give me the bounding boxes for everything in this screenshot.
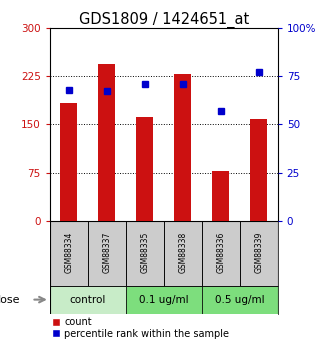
Bar: [98, 65, 115, 221]
Bar: [202, 221, 240, 286]
Bar: [202, 286, 278, 314]
Bar: [88, 221, 126, 286]
Text: GSM88336: GSM88336: [216, 231, 225, 273]
Title: GDS1809 / 1424651_at: GDS1809 / 1424651_at: [79, 11, 249, 28]
Text: control: control: [70, 295, 106, 305]
Bar: [126, 221, 164, 286]
Bar: [174, 74, 191, 221]
Legend: count, percentile rank within the sample: count, percentile rank within the sample: [52, 317, 229, 339]
Bar: [50, 286, 126, 314]
Bar: [250, 119, 267, 221]
Bar: [50, 221, 88, 286]
Text: 0.1 ug/ml: 0.1 ug/ml: [139, 295, 188, 305]
Bar: [212, 171, 229, 221]
Bar: [240, 221, 278, 286]
Text: GSM88337: GSM88337: [102, 231, 111, 273]
Text: GSM88338: GSM88338: [178, 231, 187, 273]
Text: dose: dose: [0, 295, 20, 305]
Text: 0.5 ug/ml: 0.5 ug/ml: [215, 295, 265, 305]
Bar: [126, 286, 202, 314]
Text: GSM88335: GSM88335: [140, 231, 149, 273]
Text: GSM88334: GSM88334: [64, 231, 73, 273]
Bar: [60, 103, 77, 221]
Text: GSM88339: GSM88339: [254, 231, 263, 273]
Bar: [136, 117, 153, 221]
Bar: [164, 221, 202, 286]
